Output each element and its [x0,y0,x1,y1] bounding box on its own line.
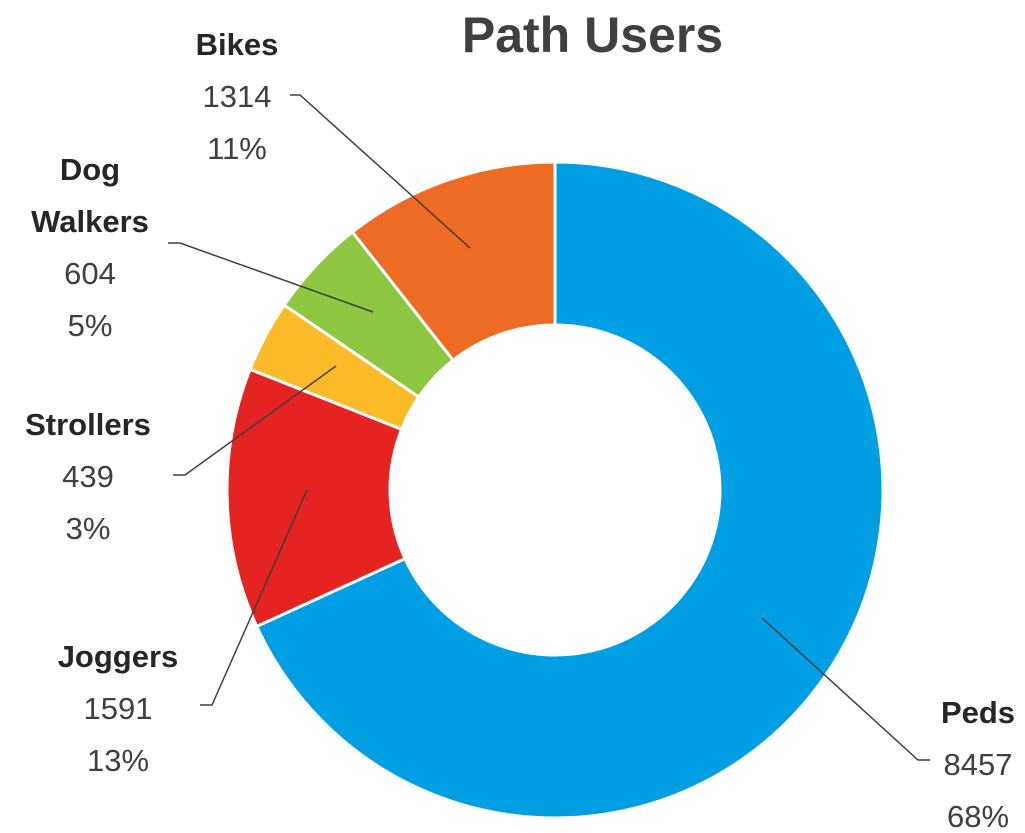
data-label: Joggers 1591 13% [38,631,198,787]
data-label: Bikes 1314 11% [157,19,317,175]
slice [254,160,885,820]
leader-line [290,94,471,249]
leader-line [761,617,930,761]
chart-title: Path Users [461,7,724,63]
category-label: Strollers [25,407,151,442]
leader-line [200,489,308,706]
leader-line [168,242,374,313]
leader-line [173,365,337,476]
value-label: 604 [64,256,116,291]
percent-label: 11% [207,131,267,166]
data-label: Dog Walkers 604 5% [10,144,170,352]
category-label: Dog Walkers [31,152,149,239]
value-label: 1591 [83,691,153,726]
slice [225,367,407,629]
data-label: Strollers 439 3% [8,399,168,555]
percent-label: 68% [946,799,1010,833]
data-label: Peds 8457 68% [918,687,1025,833]
category-label: Joggers [57,639,179,674]
slice [350,160,557,363]
value-label: 1314 [202,79,272,114]
percent-label: 3% [65,511,111,546]
value-label: 8457 [943,747,1013,782]
category-label: Bikes [195,27,279,62]
percent-label: 13% [86,743,150,778]
value-label: 439 [62,459,114,494]
percent-label: 5% [67,308,113,343]
category-label: Peds [940,695,1016,730]
